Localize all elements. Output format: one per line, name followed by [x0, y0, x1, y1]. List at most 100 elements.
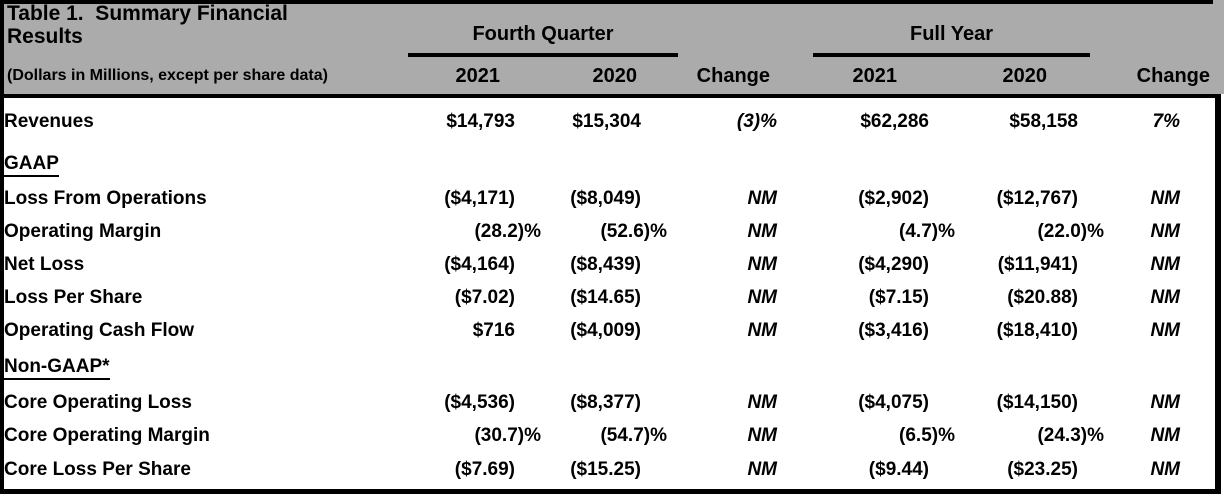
- cell-q4-2021: ($7.02): [454, 286, 515, 308]
- cell-fy-change: NM: [1150, 286, 1180, 308]
- cell-empty: [405, 347, 515, 386]
- cell-fy-2021: ($7.15): [868, 286, 929, 308]
- column-header-fy-change: Change: [1136, 65, 1210, 87]
- cell-fy-2021: ($2,902): [858, 187, 929, 209]
- row-label: Core Operating Margin: [4, 424, 210, 446]
- cell-fy-change: NM: [1150, 253, 1180, 275]
- cell-q4-change: NM: [747, 220, 777, 242]
- cell-q4-change: NM: [747, 459, 777, 480]
- table-row-operating-margin: Operating Margin (28.2)% (52.6)% NM (4.7…: [4, 215, 1216, 248]
- cell-empty: [1078, 347, 1216, 386]
- cell-fy-2021: ($3,416): [858, 319, 929, 341]
- cell-empty: [515, 347, 641, 386]
- row-label: Net Loss: [4, 253, 85, 275]
- column-group-fourth-quarter: Fourth Quarter: [472, 23, 614, 45]
- cell-empty: [929, 347, 1078, 386]
- cell-fy-change: 7%: [1152, 111, 1180, 132]
- cell-fy-change: NM: [1150, 424, 1180, 446]
- table-row-core-operating-margin: Core Operating Margin (30.7)% (54.7)% NM…: [4, 419, 1216, 452]
- table-border-bottom: [0, 489, 1221, 494]
- cell-fy-2021: ($9.44): [868, 459, 929, 480]
- table-row-core-loss-per-share: Core Loss Per Share ($7.69) ($15.25) NM …: [4, 452, 1216, 488]
- fourth-quarter-underline: [408, 53, 678, 57]
- cell-fy-2021: $62,286: [860, 111, 929, 132]
- row-label: Operating Cash Flow: [4, 319, 195, 341]
- column-group-full-year: Full Year: [909, 23, 993, 45]
- table-row-revenues: Revenues $14,793 $15,304 (3)% $62,286 $5…: [4, 98, 1216, 146]
- cell-empty: [1078, 146, 1216, 182]
- cell-q4-2020: ($4,009): [570, 319, 641, 341]
- table-row-core-operating-loss: Core Operating Loss ($4,536) ($8,377) NM…: [4, 386, 1216, 419]
- row-label: Loss From Operations: [4, 187, 207, 209]
- cell-q4-2021: ($4,171): [444, 187, 515, 209]
- row-label: Core Operating Loss: [4, 391, 192, 413]
- table-border-left: [0, 0, 4, 494]
- cell-fy-2020: ($14,150): [996, 391, 1078, 413]
- cell-q4-2021: $14,793: [446, 111, 515, 132]
- cell-q4-2021: ($4,536): [444, 391, 515, 413]
- cell-fy-2020: ($11,941): [997, 253, 1078, 275]
- cell-fy-2020: ($12,767): [996, 187, 1078, 209]
- cell-q4-2020: (54.7)%: [600, 424, 667, 446]
- cell-empty: [641, 347, 777, 386]
- cell-empty: [405, 146, 515, 182]
- cell-q4-2021: ($7.69): [454, 459, 515, 480]
- cell-empty: [777, 146, 929, 182]
- cell-fy-change: NM: [1150, 391, 1180, 413]
- row-label: Loss Per Share: [4, 286, 143, 308]
- cell-q4-change: NM: [747, 253, 777, 275]
- cell-empty: [929, 146, 1078, 182]
- column-header-fy-2021: 2021: [852, 65, 898, 87]
- cell-fy-2021: (6.5)%: [899, 424, 955, 446]
- cell-fy-2020: (24.3)%: [1037, 424, 1104, 446]
- cell-q4-change: NM: [747, 187, 777, 209]
- row-label: Operating Margin: [4, 220, 162, 242]
- full-year-underline: [813, 53, 1090, 57]
- cell-fy-2020: $58,158: [1009, 111, 1078, 132]
- cell-fy-change: NM: [1150, 319, 1180, 341]
- table-header-band: [0, 0, 1224, 94]
- table-row-loss-from-operations: Loss From Operations ($4,171) ($8,049) N…: [4, 182, 1216, 215]
- cell-q4-2021: $716: [472, 319, 515, 341]
- cell-q4-2020: ($8,439): [570, 253, 641, 275]
- cell-q4-change: (3)%: [736, 111, 777, 132]
- cell-q4-2020: $15,304: [572, 111, 641, 132]
- cell-q4-2020: (52.6)%: [600, 220, 667, 242]
- cell-q4-change: NM: [747, 391, 777, 413]
- section-row-gaap: GAAP: [4, 146, 1216, 182]
- row-label: Core Loss Per Share: [4, 459, 191, 480]
- cell-fy-change: NM: [1150, 220, 1180, 242]
- cell-q4-change: NM: [747, 286, 777, 308]
- cell-fy-2020: ($20.88): [1007, 286, 1078, 308]
- cell-q4-2020: ($15.25): [570, 459, 641, 480]
- table-row-net-loss: Net Loss ($4,164) ($8,439) NM ($4,290) (…: [4, 248, 1216, 281]
- cell-empty: [641, 146, 777, 182]
- cell-q4-2020: ($8,377): [570, 391, 641, 413]
- column-header-q4-2020: 2020: [592, 65, 638, 87]
- cell-fy-change: NM: [1150, 187, 1180, 209]
- header-separator-rule: [0, 94, 1221, 98]
- table-border-top: [0, 0, 1213, 4]
- column-header-q4-change: Change: [696, 65, 770, 87]
- table-border-right: [1215, 94, 1221, 494]
- cell-q4-2021: (28.2)%: [474, 220, 541, 242]
- cell-fy-2020: ($18,410): [996, 319, 1078, 341]
- cell-empty: [515, 146, 641, 182]
- financial-summary-table: Revenues $14,793 $15,304 (3)% $62,286 $5…: [4, 98, 1216, 488]
- cell-fy-2021: (4.7)%: [899, 220, 955, 242]
- section-row-non-gaap: Non-GAAP*: [4, 347, 1216, 386]
- row-label: Revenues: [4, 111, 94, 132]
- cell-q4-2021: (30.7)%: [474, 424, 541, 446]
- table-row-operating-cash-flow: Operating Cash Flow $716 ($4,009) NM ($3…: [4, 314, 1216, 347]
- cell-q4-2021: ($4,164): [444, 253, 515, 275]
- cell-fy-2021: ($4,290): [858, 253, 929, 275]
- table-subtitle: (Dollars in Millions, except per share d…: [7, 67, 328, 84]
- cell-q4-change: NM: [747, 424, 777, 446]
- cell-empty: [777, 347, 929, 386]
- table-title: Table 1. Summary Financial Results: [7, 2, 294, 48]
- cell-q4-2020: ($8,049): [570, 187, 641, 209]
- column-header-q4-2021: 2021: [455, 65, 501, 87]
- section-label: GAAP: [4, 146, 405, 182]
- cell-fy-2020: ($23.25): [1007, 459, 1078, 480]
